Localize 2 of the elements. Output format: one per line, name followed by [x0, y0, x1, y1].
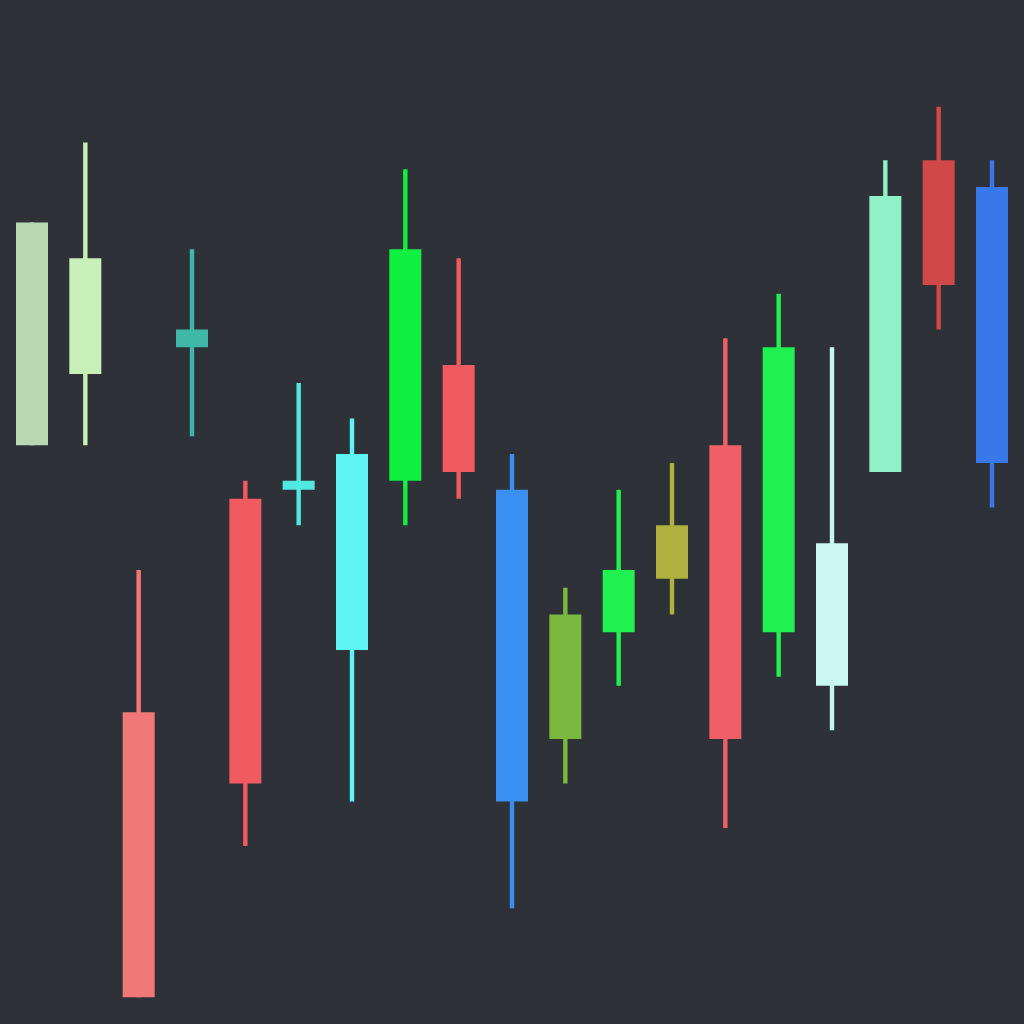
candlestick	[176, 247, 208, 439]
candlestick	[282, 380, 315, 528]
